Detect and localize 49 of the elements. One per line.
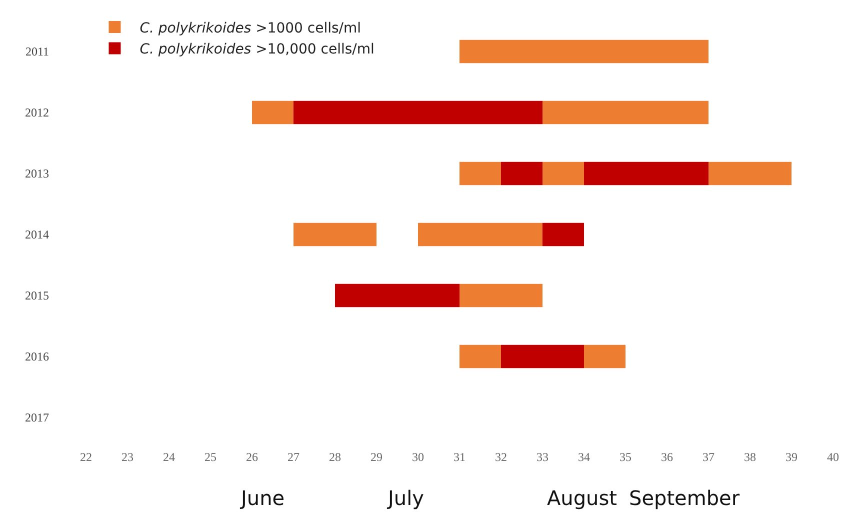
bar	[542, 162, 584, 186]
y-tick-label: 2013	[25, 166, 49, 181]
x-tick-label: 28	[329, 450, 341, 464]
x-tick-label: 33	[536, 450, 548, 464]
y-tick-label: 2016	[25, 350, 49, 364]
x-tick-label: 22	[80, 450, 92, 464]
y-tick-label: 2017	[25, 410, 49, 425]
bar	[460, 344, 501, 368]
x-tick-label: 39	[786, 450, 798, 464]
bar	[542, 100, 708, 124]
x-tick-label: 34	[578, 450, 590, 464]
bar	[460, 284, 542, 308]
bar	[460, 40, 708, 64]
x-tick-label: 32	[495, 450, 507, 464]
x-tick-label: 24	[163, 450, 175, 464]
bar	[584, 344, 626, 368]
bar	[584, 162, 708, 186]
bar	[542, 222, 584, 246]
x-tick-label: 29	[370, 450, 382, 464]
x-tick-label: 23	[122, 450, 134, 464]
bar	[418, 222, 542, 246]
y-tick-label: 2011	[25, 44, 49, 59]
legend-label: C. polykrikoides >10,000 cells/ml	[140, 42, 374, 58]
bar	[460, 162, 501, 186]
bar	[252, 100, 294, 124]
bar	[501, 162, 542, 186]
legend-label: C. polykrikoides >1000 cells/ml	[140, 20, 362, 36]
y-tick-label: 2015	[25, 288, 49, 303]
x-tick-label: 38	[744, 450, 756, 464]
text: July	[386, 486, 424, 510]
x-tick-label: 31	[454, 450, 466, 464]
bar	[335, 284, 460, 308]
y-tick-label: 2014	[25, 228, 49, 242]
x-tick-label: 40	[827, 450, 839, 464]
text: June	[239, 486, 285, 510]
x-tick-label: 37	[702, 450, 714, 464]
y-tick-label: 2012	[25, 106, 49, 120]
x-tick-label: 26	[246, 450, 258, 464]
x-tick-label: 27	[288, 450, 300, 464]
x-tick-label: 36	[661, 450, 673, 464]
text: August	[547, 486, 618, 510]
bar	[294, 222, 376, 246]
x-tick-label: 25	[204, 450, 216, 464]
text: September	[629, 486, 740, 510]
bar	[708, 162, 792, 186]
x-tick-label: 30	[412, 450, 424, 464]
bar	[501, 344, 584, 368]
bar	[294, 100, 542, 124]
x-tick-label: 35	[620, 450, 632, 464]
